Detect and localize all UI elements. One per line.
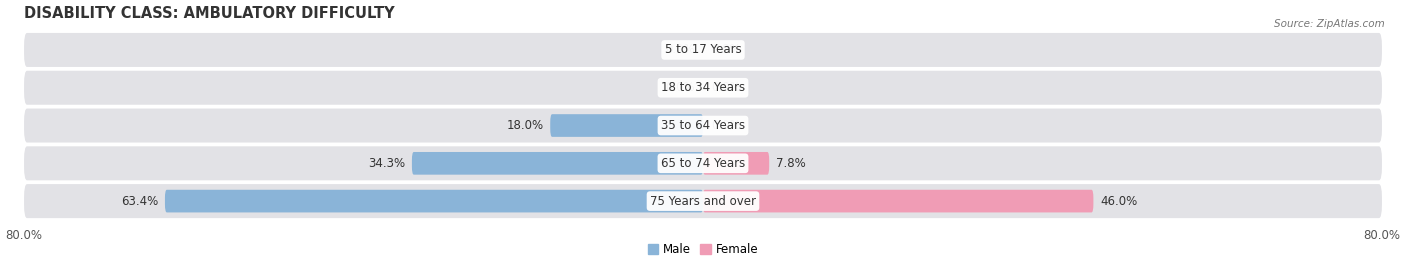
Text: 46.0%: 46.0%: [1099, 194, 1137, 208]
Text: 65 to 74 Years: 65 to 74 Years: [661, 157, 745, 170]
FancyBboxPatch shape: [703, 190, 1094, 213]
FancyBboxPatch shape: [24, 184, 1382, 218]
Text: Source: ZipAtlas.com: Source: ZipAtlas.com: [1274, 19, 1385, 29]
Text: 34.3%: 34.3%: [368, 157, 405, 170]
FancyBboxPatch shape: [165, 190, 703, 213]
Legend: Male, Female: Male, Female: [643, 239, 763, 261]
Text: DISABILITY CLASS: AMBULATORY DIFFICULTY: DISABILITY CLASS: AMBULATORY DIFFICULTY: [24, 6, 395, 20]
Text: 0.0%: 0.0%: [665, 81, 695, 94]
Text: 7.8%: 7.8%: [776, 157, 806, 170]
Text: 5 to 17 Years: 5 to 17 Years: [665, 44, 741, 56]
FancyBboxPatch shape: [550, 114, 703, 137]
FancyBboxPatch shape: [412, 152, 703, 175]
Text: 18.0%: 18.0%: [506, 119, 544, 132]
Text: 0.0%: 0.0%: [711, 119, 741, 132]
Text: 0.0%: 0.0%: [711, 44, 741, 56]
Text: 0.0%: 0.0%: [711, 81, 741, 94]
FancyBboxPatch shape: [703, 152, 769, 175]
Text: 0.0%: 0.0%: [665, 44, 695, 56]
FancyBboxPatch shape: [24, 108, 1382, 143]
FancyBboxPatch shape: [24, 33, 1382, 67]
FancyBboxPatch shape: [24, 71, 1382, 105]
FancyBboxPatch shape: [24, 146, 1382, 180]
Text: 75 Years and over: 75 Years and over: [650, 194, 756, 208]
Text: 35 to 64 Years: 35 to 64 Years: [661, 119, 745, 132]
Text: 63.4%: 63.4%: [121, 194, 157, 208]
Text: 18 to 34 Years: 18 to 34 Years: [661, 81, 745, 94]
